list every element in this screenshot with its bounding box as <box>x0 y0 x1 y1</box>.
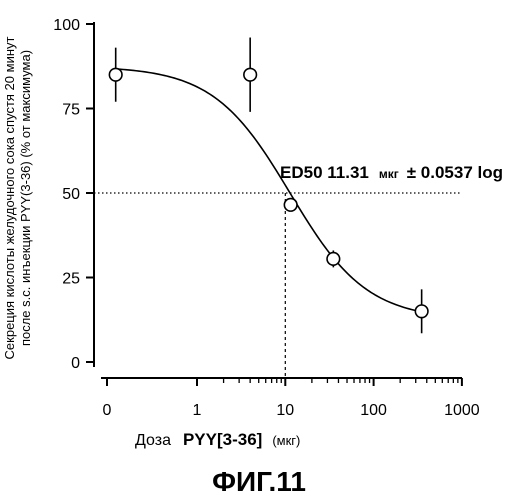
x-ticks: 0 1 10 100 1000 <box>103 378 480 419</box>
x-tick-label: 0 <box>103 402 112 419</box>
data-point <box>244 68 257 81</box>
data-point <box>327 253 340 266</box>
x-tick-label: 1 <box>193 402 202 419</box>
y-tick-label: 0 <box>71 355 80 372</box>
x-tick-label: 1000 <box>444 402 480 419</box>
y-axis-label: Секреция кислоты желудочного сока спустя… <box>2 37 33 360</box>
y-tick-label: 50 <box>62 186 80 203</box>
fit-curve <box>116 69 422 312</box>
x-axis-label-compound: PYY[3-36] <box>183 430 262 449</box>
ed50-annotation-unit: мкг <box>379 167 399 181</box>
y-axis-label-line1: Секреция кислоты желудочного сока спустя… <box>2 37 17 360</box>
ed50-annotation-lead: ED50 11.31 <box>280 163 369 182</box>
y-ticks: 0 25 50 75 100 <box>53 17 94 372</box>
y-axis-label-line2: после s.c. инъекции PYY(3-36) (% от макс… <box>18 50 33 346</box>
data-points <box>109 38 428 334</box>
figure-title: ФИГ.11 <box>212 466 306 497</box>
y-tick-label: 75 <box>62 102 80 119</box>
x-tick-label: 100 <box>360 402 387 419</box>
ed50-annotation-tail: ± 0.0537 log <box>407 163 503 182</box>
x-tick-label: 10 <box>276 402 294 419</box>
x-axis-label: Доза PYY[3-36] (мкг) <box>135 430 300 449</box>
y-tick-label: 100 <box>53 17 80 34</box>
ed50-annotation: ED50 11.31 мкг ± 0.0537 log <box>280 163 503 182</box>
data-point <box>109 68 122 81</box>
data-point <box>284 199 297 212</box>
x-axis-label-unit: (мкг) <box>272 433 300 448</box>
y-tick-label: 25 <box>62 271 80 288</box>
x-axis-label-prefix: Доза <box>135 432 171 449</box>
data-point <box>415 305 428 318</box>
